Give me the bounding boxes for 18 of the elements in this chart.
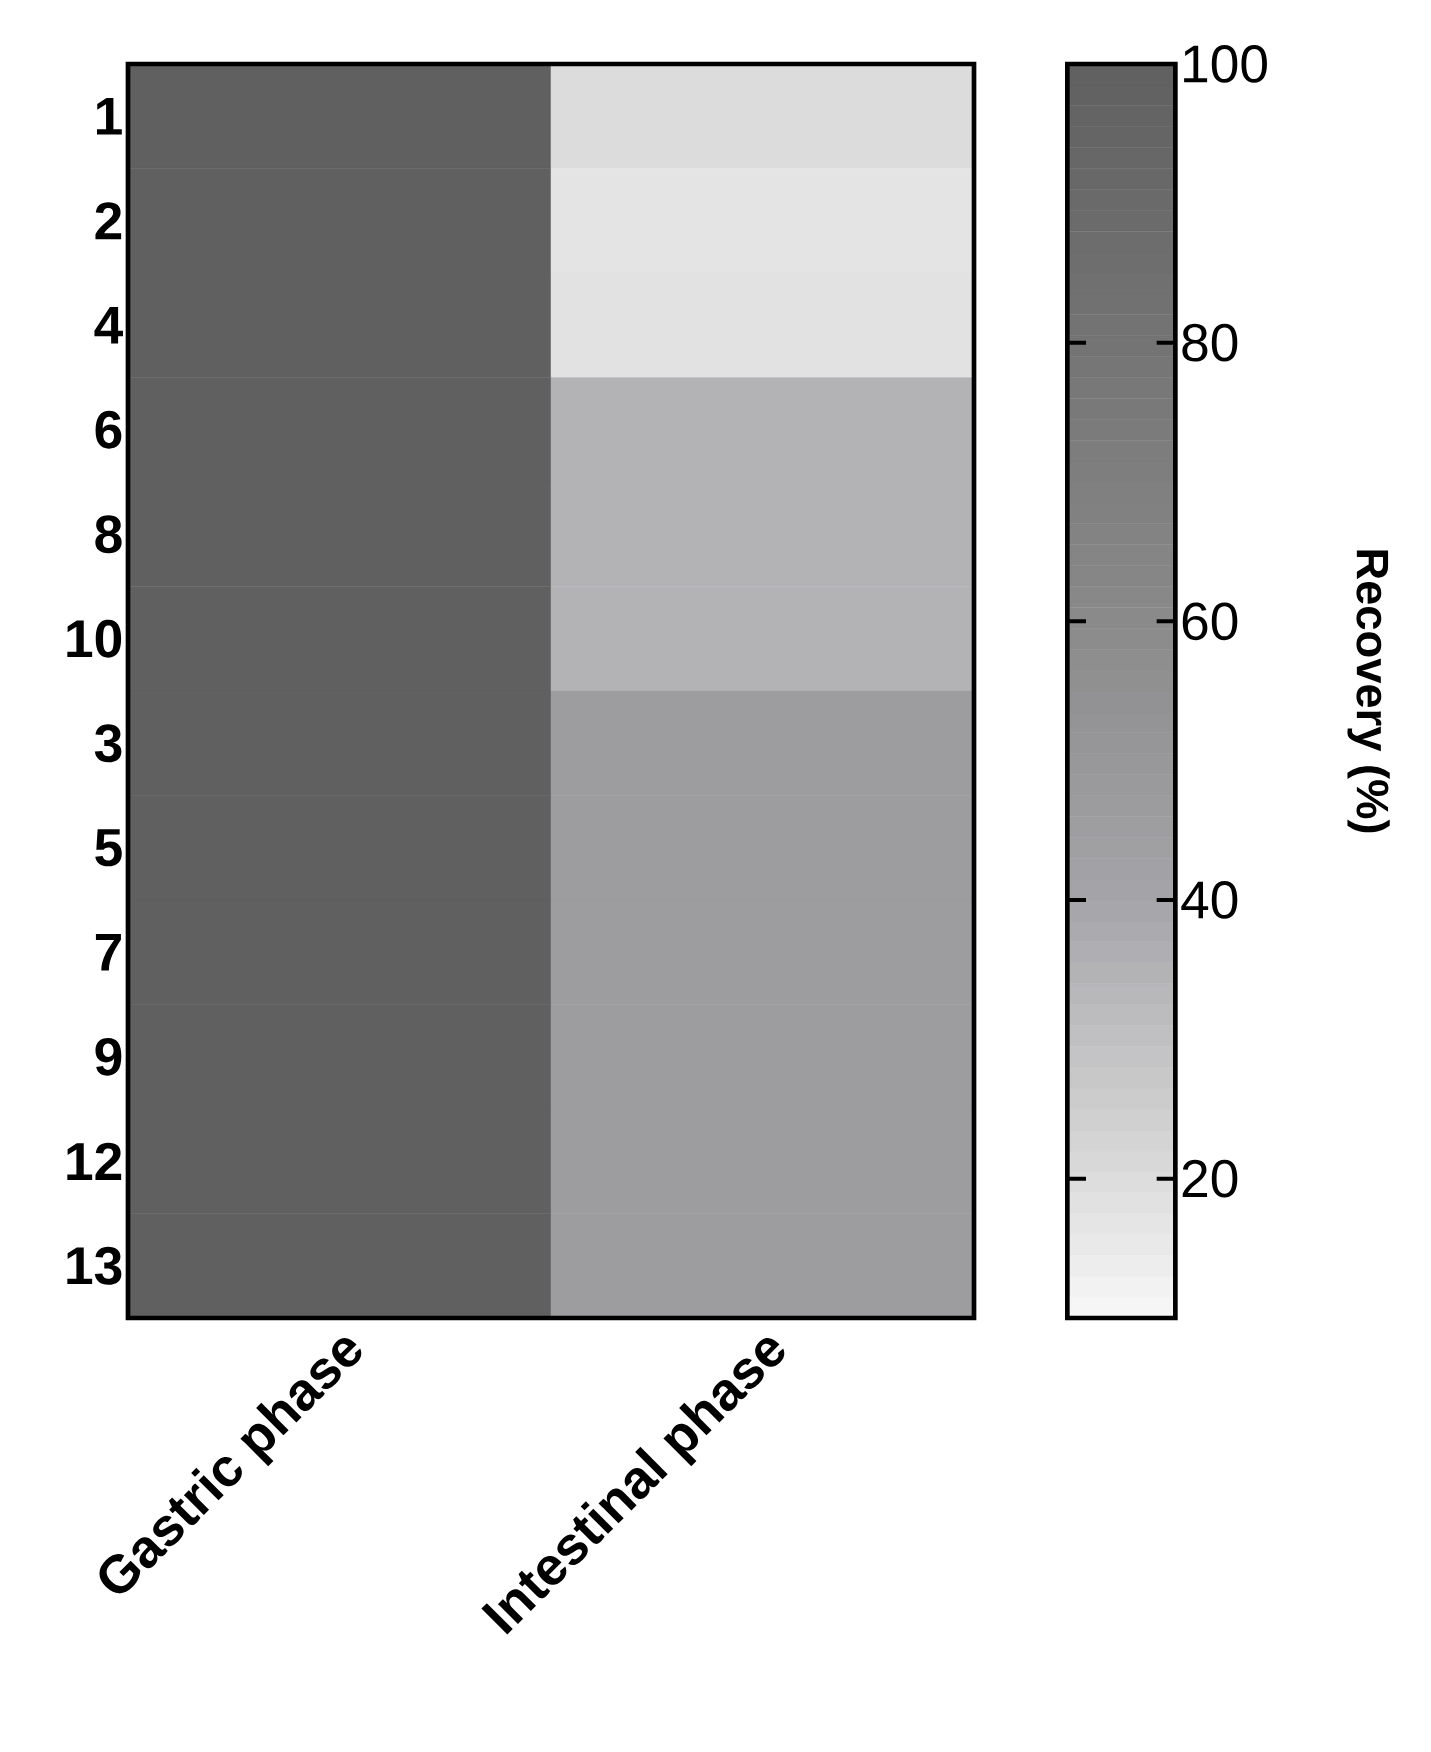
color-bar-label: 100 bbox=[1184, 45, 1267, 83]
y-tick-label: 6 bbox=[95, 410, 122, 449]
y-tick-label: 1 bbox=[97, 97, 122, 135]
y-tick-label: 12 bbox=[67, 1142, 122, 1180]
y-tick-label: 9 bbox=[95, 1037, 122, 1076]
color-bar-label: 20 bbox=[1182, 1159, 1238, 1198]
color-bar-title: Recovery (%) bbox=[1347, 550, 1390, 833]
color-bar-label: 40 bbox=[1181, 881, 1238, 919]
y-tick-label: 5 bbox=[95, 829, 122, 867]
y-tick-label: 10 bbox=[67, 619, 122, 658]
y-tick-label: 7 bbox=[95, 933, 121, 971]
y-tick-label: 3 bbox=[94, 724, 122, 763]
y-tick-label: 13 bbox=[67, 1246, 122, 1285]
color-bar-label: 80 bbox=[1182, 323, 1238, 362]
y-tick-label: 8 bbox=[95, 515, 122, 554]
color-bar-label: 60 bbox=[1182, 602, 1238, 641]
y-tick-label: 4 bbox=[94, 306, 123, 344]
y-tick-label: 2 bbox=[95, 202, 122, 240]
